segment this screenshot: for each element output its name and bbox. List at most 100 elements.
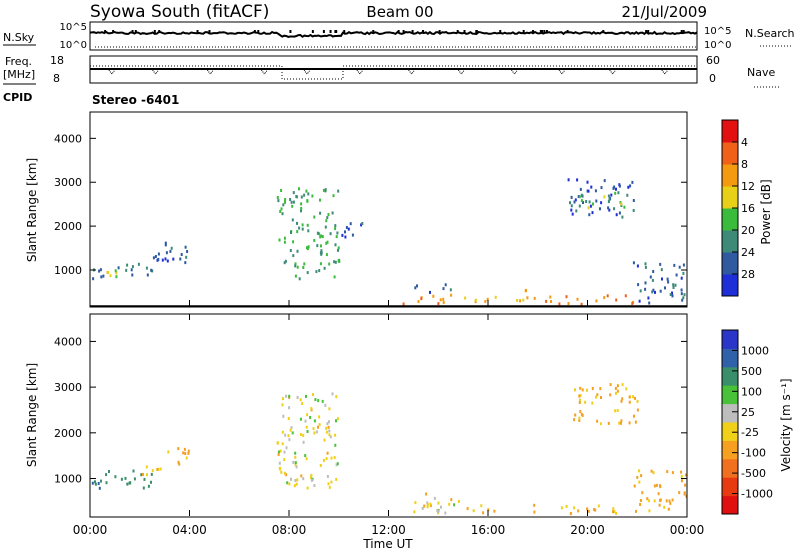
power-cell-4	[164, 241, 189, 265]
velocity-scale-tick-label-2: 100	[741, 385, 762, 398]
velocity-colorbar: 1000 500 100 25 -25 -100 -500 -1000	[721, 329, 773, 515]
velocity-scale-color-9	[722, 330, 738, 349]
velocity-ytick-label-3: 4000	[54, 335, 82, 348]
power-cell-13	[567, 178, 635, 219]
power-cell-10	[516, 288, 529, 303]
velocity-scale-color-0	[722, 495, 738, 515]
power-scale-color-1	[722, 252, 738, 275]
velocity-scale-label: Velocity [m s⁻¹]	[779, 378, 793, 471]
power-cell-6	[341, 222, 364, 239]
nsky-tick-bottom-right: 10^0	[704, 40, 731, 51]
power-cell-11	[533, 294, 635, 306]
power-scale-color-7	[722, 120, 738, 143]
power-scale-color-2	[722, 230, 738, 253]
velocity-scale-color-3	[722, 440, 738, 460]
power-ytick-label-3: 4000	[54, 132, 82, 145]
power-ytick-label-0: 1000	[54, 264, 82, 277]
velocity-scale-color-7	[722, 366, 738, 386]
velocity-scale-tick-label-7: -1000	[741, 488, 773, 501]
freq-dip-11	[661, 69, 669, 75]
velocity-ytick-label-1: 2000	[54, 427, 82, 440]
freq-dip-5	[356, 69, 364, 75]
nave-label: Nave	[747, 66, 775, 79]
nsky-tick-top-left: 10^5	[60, 22, 87, 33]
velocity-scale-color-5	[722, 403, 738, 423]
nsearch-label: N.Search	[745, 27, 795, 40]
power-cell-3	[152, 251, 168, 262]
freq-dip-0	[108, 69, 116, 75]
velocity-cell-1	[105, 469, 153, 490]
velocity-scale-color-1	[722, 477, 738, 497]
nsky-label: N.Sky	[3, 31, 35, 44]
velocity-ytick-label-0: 1000	[54, 473, 82, 486]
velocity-cell-2	[142, 465, 162, 477]
power-cell-5	[276, 187, 341, 281]
velocity-panel-frame	[89, 313, 688, 518]
power-ytick-label-2: 3000	[54, 176, 82, 189]
xtick-label-2: 08:00	[272, 523, 307, 537]
nsky-tick-top-right: 10^5	[704, 26, 731, 37]
freq-tick-bottom: 8	[53, 72, 60, 85]
power-ytick-label-1: 2000	[54, 220, 82, 233]
freq-label: Freq.	[5, 55, 32, 68]
velocity-cell-0	[91, 479, 102, 490]
xtick-label-5: 20:00	[570, 523, 605, 537]
power-scale-tick-label-5: 24	[741, 246, 755, 259]
power-cell-8	[414, 283, 452, 294]
velocity-scale-color-2	[722, 458, 738, 478]
cpid-value: Stereo -6401	[92, 93, 179, 107]
velocity-cell-4	[276, 392, 339, 490]
velocity-scale-tick-label-4: -25	[741, 426, 759, 439]
power-scale-tick-label-6: 28	[741, 268, 755, 281]
power-cell-7	[402, 293, 453, 306]
freq-dip-1	[152, 69, 159, 75]
power-scale-tick-label-0: 4	[741, 136, 748, 149]
velocity-cell-6	[414, 492, 460, 509]
station-title: Syowa South (fitACF)	[90, 2, 269, 22]
power-scale-color-6	[722, 142, 738, 165]
nave-line	[90, 65, 697, 80]
velocity-cell-5	[413, 501, 456, 515]
nave-tick-top: 60	[706, 54, 720, 67]
freq-dip-6	[408, 69, 415, 75]
velocity-scale-color-4	[722, 422, 738, 441]
freq-trace	[90, 65, 697, 80]
velocity-scale-tick-label-5: -100	[741, 447, 766, 460]
velocity-scale-tick-label-6: -500	[741, 467, 766, 480]
freq-unit-label: [MHz]	[3, 68, 35, 81]
velocity-scale-color-6	[722, 385, 738, 405]
freq-dip-10	[609, 69, 617, 75]
power-scale-tick-label-2: 12	[741, 180, 755, 193]
xtick-label-6: 00:00	[670, 523, 705, 537]
power-ylabel: Slant Range [km]	[25, 158, 39, 262]
power-colorbar: 4 8 12 16 20 24 28	[721, 119, 755, 297]
velocity-cell-3	[167, 447, 190, 466]
power-y-ticks: 1000 2000 3000 4000	[54, 132, 687, 277]
velocity-heatmap	[91, 383, 688, 516]
velocity-scale-tick-label-0: 1000	[741, 344, 769, 357]
power-panel-frame	[89, 111, 688, 308]
xtick-label-1: 04:00	[172, 523, 207, 537]
power-cell-14	[578, 191, 626, 210]
velocity-cell-7	[466, 504, 496, 515]
velocity-y-ticks: 1000 2000 3000 4000	[54, 335, 687, 486]
freq-dip-3	[261, 69, 268, 75]
power-scale-tick-label-3: 16	[741, 202, 755, 215]
nave-tick-bottom: 0	[709, 72, 716, 85]
velocity-cell-9	[573, 383, 639, 426]
velocity-scale-tick-label-1: 500	[741, 365, 762, 378]
velocity-scale-color-8	[722, 348, 738, 368]
power-scale-tick-label-4: 20	[741, 224, 755, 237]
cpid-label: CPID	[3, 91, 32, 104]
date-title: 21/Jul/2009	[622, 3, 707, 21]
xtick-label-3: 12:00	[371, 523, 406, 537]
power-scale-label: Power [dB]	[759, 179, 773, 244]
velocity-ylabel: Slant Range [km]	[25, 363, 39, 467]
power-scale-color-0	[722, 274, 738, 297]
freq-dip-7	[457, 69, 465, 75]
nsky-trace	[89, 30, 698, 48]
x-axis-ticks: 00:00 04:00 08:00 12:00 16:00 20:00 00:00	[73, 300, 705, 537]
freq-dip-2	[206, 69, 214, 75]
power-cell-9	[464, 295, 497, 304]
power-heatmap	[92, 178, 686, 306]
